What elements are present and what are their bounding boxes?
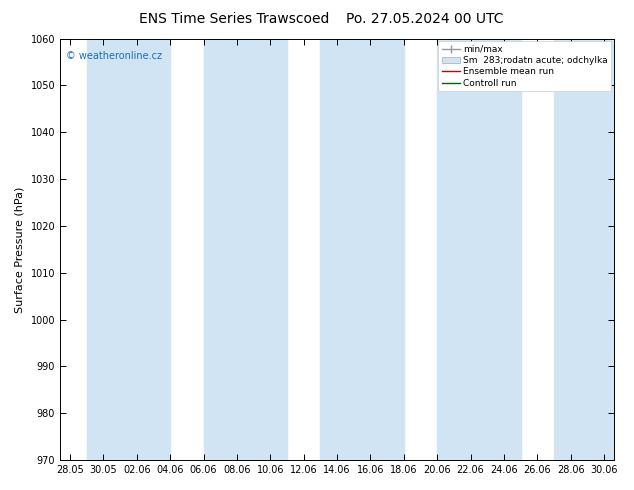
Legend: min/max, Sm  283;rodatn acute; odchylka, Ensemble mean run, Controll run: min/max, Sm 283;rodatn acute; odchylka, … bbox=[438, 41, 611, 91]
Text: © weatheronline.cz: © weatheronline.cz bbox=[65, 51, 162, 61]
Bar bbox=[87, 39, 170, 460]
Bar bbox=[437, 39, 521, 460]
Bar bbox=[204, 39, 287, 460]
Bar bbox=[554, 39, 634, 460]
Text: Po. 27.05.2024 00 UTC: Po. 27.05.2024 00 UTC bbox=[346, 12, 503, 26]
Text: ENS Time Series Trawscoed: ENS Time Series Trawscoed bbox=[139, 12, 330, 26]
Bar bbox=[320, 39, 404, 460]
Y-axis label: Surface Pressure (hPa): Surface Pressure (hPa) bbox=[15, 186, 25, 313]
